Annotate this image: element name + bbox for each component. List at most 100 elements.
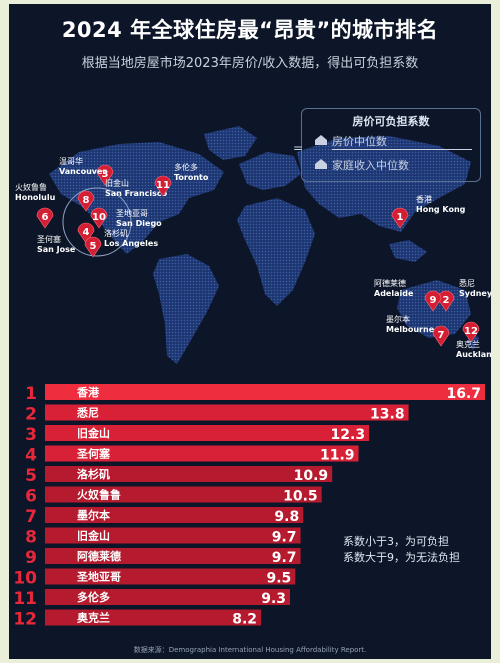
value-label: 10.5 bbox=[283, 489, 318, 505]
map-city-en: Honolulu bbox=[15, 193, 56, 202]
bar-12 bbox=[45, 609, 262, 626]
map-pin-rank: 1 bbox=[397, 212, 404, 223]
legend-denominator: 家庭收入中位数 bbox=[332, 159, 409, 172]
map-pin-rank: 6 bbox=[42, 212, 49, 223]
value-label: 9.5 bbox=[266, 571, 291, 587]
bar-6 bbox=[45, 486, 322, 503]
continent-africa bbox=[237, 198, 315, 306]
map-city-en: Auckland bbox=[456, 350, 491, 359]
value-label: 8.2 bbox=[232, 612, 257, 628]
map-city-en: Vancouver bbox=[59, 167, 106, 176]
category-label: 旧金山 bbox=[77, 426, 110, 440]
bar-7 bbox=[45, 507, 304, 523]
map-city-zh: 多伦多 bbox=[174, 162, 198, 172]
continent-europe bbox=[239, 152, 301, 190]
value-label: 10.9 bbox=[294, 468, 329, 484]
map-city-en: Hong Kong bbox=[416, 205, 466, 214]
rank-label: 4 bbox=[25, 446, 37, 466]
map-city-zh: 圣地亚哥 bbox=[116, 208, 148, 218]
map-city-zh: 墨尔本 bbox=[386, 314, 410, 324]
map-city-zh: 香港 bbox=[416, 194, 432, 204]
map-pin-rank: 8 bbox=[83, 195, 90, 206]
note-unaffordable: 系数大于9，为无法负担 bbox=[343, 551, 460, 564]
map-pin bbox=[462, 321, 480, 343]
bar-4 bbox=[45, 445, 359, 462]
bar-2 bbox=[45, 404, 409, 421]
map-pin-rank: 2 bbox=[443, 295, 450, 306]
map-pin bbox=[90, 207, 108, 229]
rank-label: 6 bbox=[25, 487, 37, 507]
map-city-zh: 旧金山 bbox=[105, 178, 129, 188]
map-pin-rank: 11 bbox=[156, 180, 170, 191]
map-pin-rank: 7 bbox=[438, 330, 445, 341]
map-city-zh: 奥克兰 bbox=[456, 339, 480, 349]
map-pin-rank: 10 bbox=[92, 212, 106, 223]
bar-8 bbox=[45, 527, 301, 544]
legend-title: 房价可负担系数 bbox=[352, 115, 430, 128]
value-label: 16.7 bbox=[446, 386, 481, 402]
bar-chart: 1 香港 16.7 2 悉尼 13.8 3 旧金山 12.3 4 圣何塞 11.9 5 洛杉矶 10.9 6 火… bbox=[13, 384, 485, 630]
map-city-zh: 洛杉矶 bbox=[104, 228, 128, 238]
legend-numerator: 房价中位数 bbox=[332, 135, 387, 148]
rank-label: 5 bbox=[25, 466, 37, 486]
category-label: 奥克兰 bbox=[76, 611, 110, 625]
bar-3 bbox=[45, 425, 370, 441]
household-income-icon bbox=[315, 159, 327, 169]
map-pin bbox=[154, 175, 172, 197]
rank-label: 12 bbox=[13, 610, 37, 630]
map-pin bbox=[77, 222, 95, 244]
map-pin-rank: 12 bbox=[464, 326, 478, 337]
map-pin bbox=[424, 290, 442, 312]
rank-label: 11 bbox=[13, 589, 37, 609]
house-price-icon bbox=[315, 135, 327, 145]
map-city-zh: 火奴鲁鲁 bbox=[15, 182, 47, 192]
note-affordable: 系数小于3，为可负担 bbox=[343, 535, 449, 548]
category-label: 悉尼 bbox=[76, 406, 99, 420]
bar-1 bbox=[45, 384, 485, 400]
map-city-zh: 阿德莱德 bbox=[374, 278, 406, 288]
continent-southeast-asia bbox=[389, 240, 427, 262]
infographic: 2024 年全球住房最“昂贵”的城市排名 根据当地房屋市场2023年房价/收入数… bbox=[9, 4, 491, 659]
map-city-en: Sydney bbox=[459, 289, 491, 298]
map-city-en: Los Angeles bbox=[104, 239, 158, 248]
map-city-zh: 圣何塞 bbox=[37, 234, 61, 244]
page-subtitle: 根据当地房屋市场2023年房价/收入数据，得出可负担系数 bbox=[81, 56, 419, 71]
legend-divider bbox=[332, 149, 472, 150]
value-label: 9.7 bbox=[272, 550, 297, 566]
rank-label: 1 bbox=[25, 384, 37, 404]
bar-10 bbox=[45, 568, 296, 585]
legend-equals: = bbox=[293, 141, 304, 155]
rank-label: 8 bbox=[25, 528, 37, 548]
legend-box: 房价可负担系数 房价中位数 = 家庭收入中位数 bbox=[293, 108, 481, 182]
map-city-en: San Francisco bbox=[105, 189, 168, 198]
map-pin-rank: 3 bbox=[102, 169, 109, 180]
category-label: 阿德莱德 bbox=[77, 549, 121, 563]
value-label: 11.9 bbox=[320, 448, 355, 464]
zoom-circle bbox=[62, 187, 132, 257]
category-label: 洛杉矶 bbox=[77, 467, 110, 481]
continent-asia bbox=[297, 136, 471, 232]
category-label: 旧金山 bbox=[77, 529, 110, 543]
rank-label: 10 bbox=[13, 569, 37, 589]
map-city-zh: 温哥华 bbox=[59, 156, 83, 166]
rank-label: 9 bbox=[25, 548, 37, 568]
map-city-zh: 悉尼 bbox=[459, 278, 475, 288]
map-pin bbox=[391, 207, 409, 229]
bar-5 bbox=[45, 466, 333, 482]
continent-south-america bbox=[153, 254, 219, 364]
map-pin-rank: 5 bbox=[90, 241, 97, 252]
map-pin bbox=[84, 236, 102, 258]
continent-north-america bbox=[49, 142, 224, 254]
value-label: 9.3 bbox=[261, 591, 286, 607]
page-title: 2024 年全球住房最“昂贵”的城市排名 bbox=[61, 18, 439, 42]
bar-11 bbox=[45, 589, 291, 605]
category-label: 多伦多 bbox=[77, 590, 110, 604]
map-city-en: San Diego bbox=[116, 219, 162, 228]
category-label: 墨尔本 bbox=[77, 508, 110, 522]
map-city-en: San Jose bbox=[37, 245, 76, 254]
map-pin bbox=[77, 190, 95, 212]
rank-label: 2 bbox=[25, 405, 37, 425]
value-label: 13.8 bbox=[370, 407, 405, 423]
category-label: 圣地亚哥 bbox=[76, 570, 121, 584]
